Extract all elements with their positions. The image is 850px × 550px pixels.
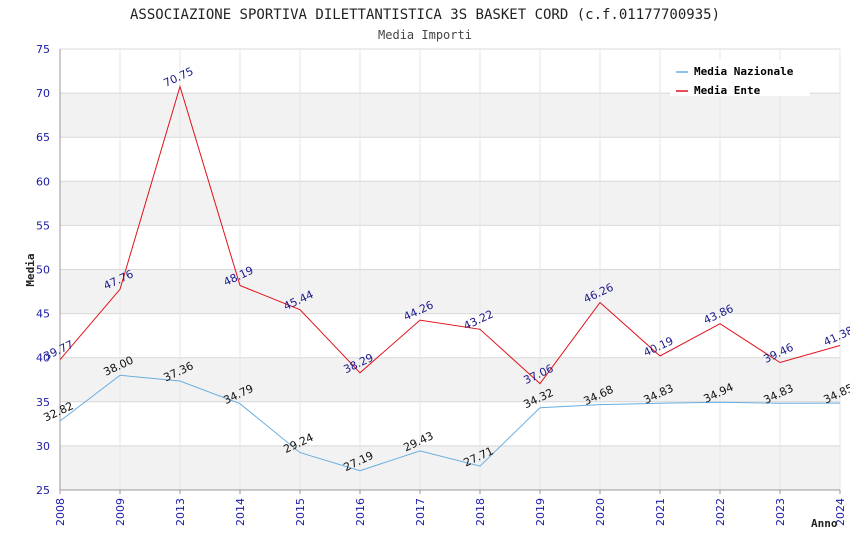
y-tick-label: 65 <box>36 131 50 144</box>
y-axis-ticks: 25 30 35 40 45 50 55 60 65 70 75 <box>36 43 50 497</box>
legend-box <box>670 60 810 96</box>
grid-bands <box>60 93 840 490</box>
legend: Media Nazionale Media Ente <box>670 60 810 97</box>
grid-band <box>60 445 840 490</box>
series-line-media-ente <box>59 84 841 385</box>
y-tick-label: 35 <box>36 396 50 409</box>
chart-subtitle: Media Importi <box>378 28 472 42</box>
x-tick-label: 2014 <box>234 498 247 526</box>
y-tick-label: 30 <box>36 440 50 453</box>
y-tick-label: 50 <box>36 264 50 277</box>
x-tick-label: 2016 <box>354 498 367 526</box>
x-axis-title: Anno <box>811 517 838 530</box>
y-tick-label: 40 <box>36 352 50 365</box>
x-tick-label: 2018 <box>474 498 487 526</box>
x-tick-label: 2015 <box>294 498 307 526</box>
y-tick-label: 45 <box>36 308 50 321</box>
grid-band <box>60 181 840 226</box>
y-tick-label: 75 <box>36 43 50 56</box>
x-tick-label: 2024 <box>834 498 847 526</box>
grid-band <box>60 269 840 314</box>
x-tick-label: 2019 <box>534 498 547 526</box>
x-tick-label: 2020 <box>594 498 607 526</box>
legend-label-media-ente: Media Ente <box>694 84 761 97</box>
axes <box>59 49 841 494</box>
y-tick-label: 55 <box>36 219 50 232</box>
data-label-media-ente: 70.75 <box>161 65 195 90</box>
x-tick-label: 2022 <box>714 498 727 526</box>
x-tick-label: 2009 <box>114 498 127 526</box>
x-tick-label: 2017 <box>414 498 427 526</box>
x-tick-label: 2021 <box>654 498 667 526</box>
x-tick-label: 2008 <box>54 498 67 526</box>
x-axis-ticks: 2008 2009 2013 2014 2015 2016 2017 2018 2019 2020… <box>54 498 847 526</box>
x-tick-label: 2023 <box>774 498 787 526</box>
y-tick-label: 25 <box>36 484 50 497</box>
y-axis-title: Media <box>24 253 37 286</box>
series-lines <box>59 84 841 472</box>
grid-band <box>60 93 840 138</box>
grid-band <box>60 357 840 402</box>
y-tick-label: 60 <box>36 175 50 188</box>
legend-label-media-nazionale: Media Nazionale <box>694 65 794 78</box>
x-tick-label: 2013 <box>174 498 187 526</box>
series-line-media-nazionale <box>59 374 841 472</box>
y-tick-label: 70 <box>36 87 50 100</box>
data-label-media-ente: 41.38 <box>821 324 850 349</box>
chart-title: ASSOCIAZIONE SPORTIVA DILETTANTISTICA 3S… <box>130 7 720 23</box>
data-label-media-ente: 40.19 <box>641 334 675 359</box>
